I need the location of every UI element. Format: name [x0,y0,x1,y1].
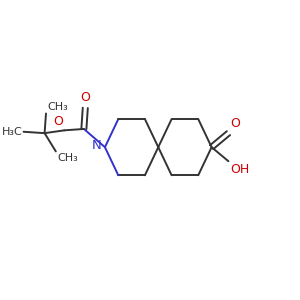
Text: O: O [230,117,240,130]
Text: O: O [53,115,63,128]
Text: CH₃: CH₃ [57,153,78,163]
Text: O: O [80,91,90,104]
Text: CH₃: CH₃ [47,102,68,112]
Text: N: N [92,139,102,152]
Text: H₃C: H₃C [2,127,22,137]
Text: OH: OH [230,163,249,176]
